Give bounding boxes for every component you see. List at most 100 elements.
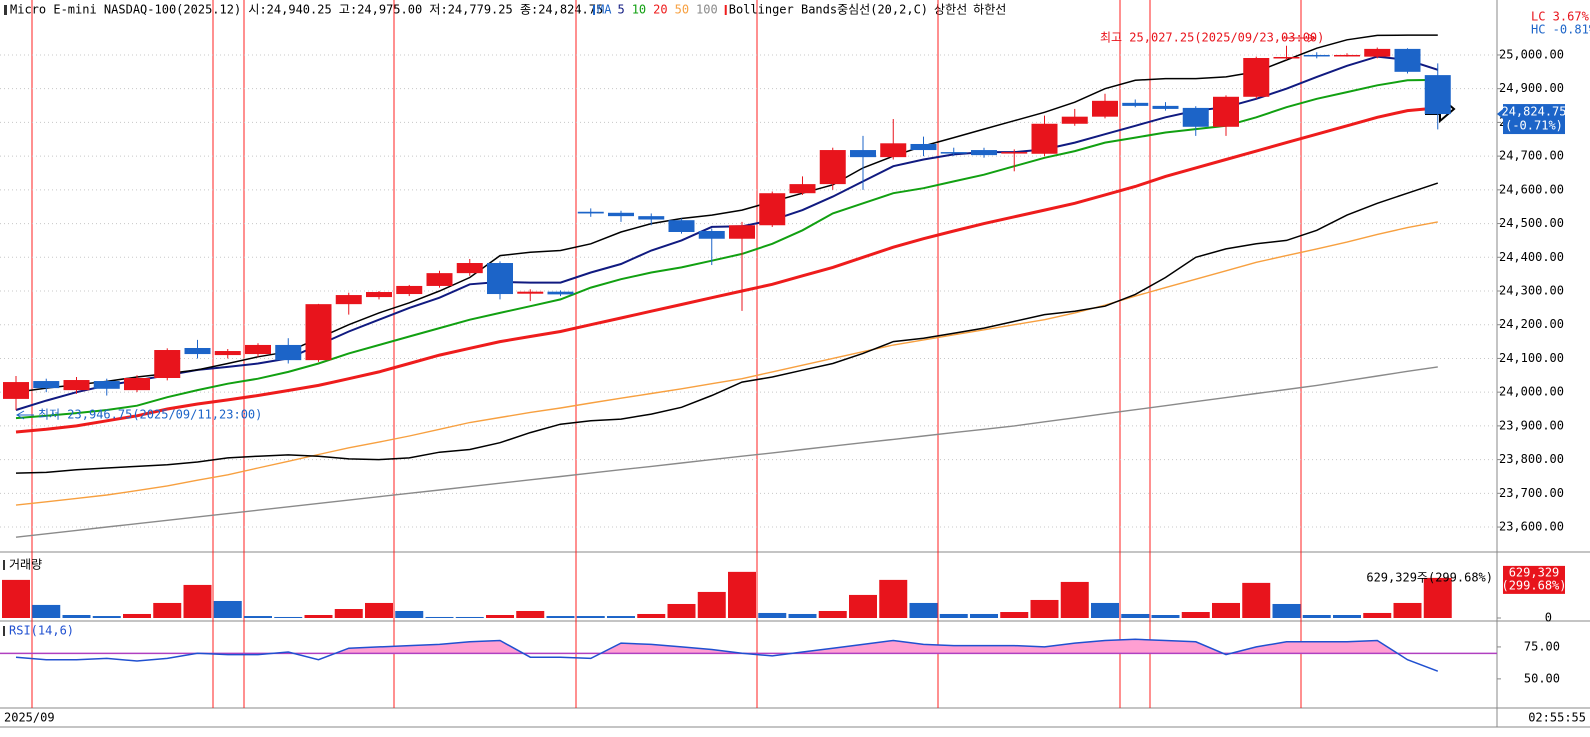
- candle-body: [154, 350, 181, 379]
- candle-body: [1122, 102, 1149, 106]
- pane-title: RSI(14,6): [9, 624, 74, 638]
- legend-entry: 50: [675, 3, 689, 17]
- candle-body: [1031, 123, 1058, 154]
- volume-bar: [274, 616, 303, 618]
- last-price-label: 24,824.75: [1501, 105, 1566, 119]
- volume-bar: [546, 616, 575, 618]
- title-icon: [4, 5, 7, 15]
- volume-bar: [637, 613, 666, 618]
- candle-body: [789, 184, 816, 194]
- volume-bar: [183, 584, 212, 618]
- lc-label: LC 3.67%: [1531, 10, 1590, 24]
- candle-body: [1152, 105, 1179, 109]
- y-tick-label: 24,600.00: [1499, 182, 1564, 196]
- volume-bar: [365, 602, 393, 618]
- candle-body: [577, 211, 604, 214]
- volume-bar: [1423, 577, 1452, 618]
- volume-box: [1503, 565, 1565, 594]
- last-price-box: [1503, 104, 1565, 135]
- candle-body: [1243, 57, 1270, 97]
- candle-body: [1364, 48, 1391, 57]
- volume-bar: [667, 603, 696, 618]
- candle-body: [608, 212, 634, 217]
- candle-body: [819, 150, 846, 185]
- candle-body: [124, 378, 150, 391]
- candle-body: [1213, 96, 1239, 127]
- candle-body: [971, 150, 997, 156]
- candle-body: [638, 216, 665, 220]
- moving-average-line: [15, 78, 1438, 420]
- pane-marker: [3, 560, 5, 570]
- y-tick-label: 50.00: [1524, 671, 1560, 685]
- legend-marker: [593, 5, 595, 15]
- volume-bar: [1060, 581, 1089, 618]
- candle-body: [729, 225, 755, 239]
- last-price-pointer: [1497, 109, 1503, 120]
- last-change-label: (-0.71%): [1505, 119, 1563, 133]
- volume-bar: [970, 613, 998, 618]
- y-tick-label: 0: [1545, 611, 1552, 625]
- volume-bar: [1000, 612, 1029, 618]
- volume-bar: [1302, 615, 1331, 618]
- volume-bar: [1333, 615, 1361, 618]
- volume-bar: [1151, 615, 1180, 618]
- volume-bar: [939, 613, 968, 618]
- candle-body: [366, 292, 392, 298]
- legend-entry: 상한선: [934, 3, 967, 17]
- volume-bar: [697, 591, 726, 618]
- candle-body: [1394, 48, 1421, 72]
- volume-bar: [92, 616, 121, 618]
- candle-body: [456, 263, 483, 274]
- y-tick-label: 24,300.00: [1499, 284, 1564, 298]
- candle-body: [305, 304, 332, 361]
- volume-bar: [2, 579, 30, 618]
- y-tick-label: 24,100.00: [1499, 351, 1564, 365]
- volume-bar: [425, 616, 454, 618]
- volume-bar: [1030, 599, 1059, 618]
- candle-body: [214, 351, 241, 356]
- volume-bar: [244, 616, 272, 618]
- candle-body: [184, 347, 211, 355]
- candle-body: [1273, 56, 1300, 59]
- candle-body: [668, 220, 695, 232]
- legend-entry: 20: [653, 3, 667, 17]
- volume-bar: [1393, 602, 1422, 618]
- legend-entry: 하한선: [973, 3, 1006, 17]
- candle-body: [33, 381, 60, 389]
- pane-marker: [3, 626, 5, 636]
- bollinger-upper: [15, 34, 1438, 393]
- volume-bar: [1181, 612, 1210, 618]
- legend-label: MA: [597, 3, 612, 17]
- volume-bar: [32, 604, 61, 618]
- volume-bar: [1121, 613, 1150, 618]
- volume-bar: [849, 594, 877, 618]
- volume-bar: [909, 602, 938, 618]
- candle-body: [396, 285, 423, 295]
- y-tick-label: 23,800.00: [1499, 452, 1564, 466]
- volume-bar: [728, 571, 756, 618]
- candle-body: [426, 273, 453, 286]
- volume-bar: [153, 602, 182, 618]
- clock: 02:55:55: [1528, 711, 1586, 725]
- volume-bar: [62, 615, 91, 618]
- candle-body: [93, 381, 120, 389]
- y-tick-label: 25,000.00: [1499, 47, 1564, 61]
- volume-bar: [213, 600, 242, 618]
- volume-bar: [486, 615, 514, 618]
- moving-average-line: [15, 221, 1438, 506]
- hc-label: HC -0.81%: [1531, 23, 1590, 37]
- volume-bar: [758, 612, 787, 618]
- candle-body: [1001, 152, 1028, 154]
- y-tick-label: 24,900.00: [1499, 81, 1564, 95]
- volume-bar: [879, 579, 908, 618]
- volume-last-label: 629,329: [1509, 565, 1560, 579]
- high-annotation: 최고 25,027.25(2025/09/23,03:00): [1100, 31, 1324, 45]
- candle-body: [940, 152, 967, 154]
- legend-entry: 5: [617, 3, 624, 17]
- legend-marker: [724, 5, 727, 15]
- volume-bar: [1272, 603, 1301, 618]
- volume-value-label: 629,329주(299.68%): [1366, 570, 1493, 584]
- volume-bar: [1363, 612, 1392, 618]
- candle-body: [1303, 54, 1330, 57]
- volume-bar: [123, 613, 151, 618]
